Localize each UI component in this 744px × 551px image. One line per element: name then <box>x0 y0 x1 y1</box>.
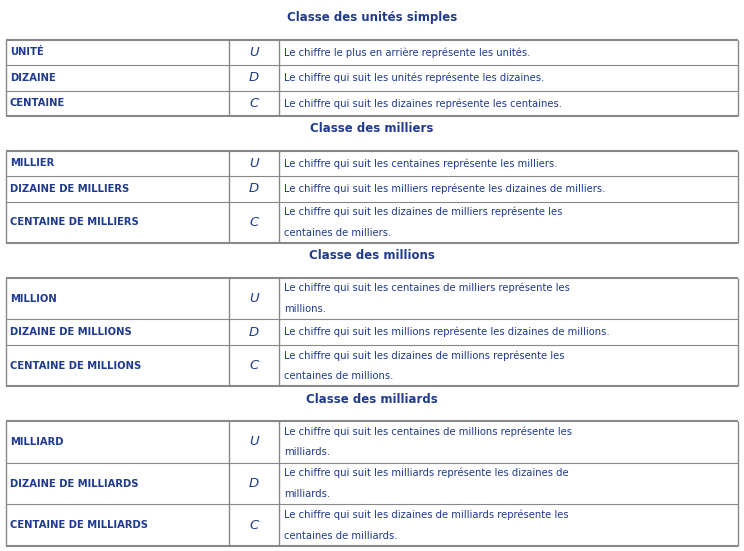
Text: Classe des unités simples: Classe des unités simples <box>287 11 457 24</box>
Text: D: D <box>249 326 259 339</box>
Text: C: C <box>249 216 259 229</box>
Text: CENTAINE DE MILLIARDS: CENTAINE DE MILLIARDS <box>10 520 148 530</box>
Text: milliards.: milliards. <box>284 489 330 499</box>
Text: Le chiffre qui suit les dizaines de milliards représente les: Le chiffre qui suit les dizaines de mill… <box>284 510 568 520</box>
Text: C: C <box>249 359 259 372</box>
Text: D: D <box>249 477 259 490</box>
Text: Classe des milliards: Classe des milliards <box>306 393 438 406</box>
Text: DIZAINE DE MILLIONS: DIZAINE DE MILLIONS <box>10 327 132 337</box>
Text: centaines de milliers.: centaines de milliers. <box>284 228 391 237</box>
Text: Le chiffre le plus en arrière représente les unités.: Le chiffre le plus en arrière représente… <box>284 47 530 58</box>
Text: CENTAINE DE MILLIERS: CENTAINE DE MILLIERS <box>10 217 138 228</box>
Text: Le chiffre qui suit les centaines représente les milliers.: Le chiffre qui suit les centaines représ… <box>284 158 557 169</box>
Text: MILLIARD: MILLIARD <box>10 437 63 447</box>
Text: centaines de millions.: centaines de millions. <box>284 371 394 381</box>
Text: UNITÉ: UNITÉ <box>10 47 44 57</box>
Text: Le chiffre qui suit les dizaines de millions représente les: Le chiffre qui suit les dizaines de mill… <box>284 350 565 360</box>
Text: U: U <box>249 157 259 170</box>
Text: Le chiffre qui suit les centaines de millions représente les: Le chiffre qui suit les centaines de mil… <box>284 426 572 437</box>
Text: DIZAINE DE MILLIARDS: DIZAINE DE MILLIARDS <box>10 479 138 489</box>
Text: centaines de milliards.: centaines de milliards. <box>284 531 397 541</box>
Text: Le chiffre qui suit les dizaines représente les centaines.: Le chiffre qui suit les dizaines représe… <box>284 98 562 109</box>
Text: Le chiffre qui suit les unités représente les dizaines.: Le chiffre qui suit les unités représent… <box>284 73 545 83</box>
Text: MILLIER: MILLIER <box>10 158 54 169</box>
Text: CENTAINE: CENTAINE <box>10 98 65 108</box>
Text: U: U <box>249 435 259 449</box>
Text: Classe des millions: Classe des millions <box>309 250 435 262</box>
Text: DIZAINE DE MILLIERS: DIZAINE DE MILLIERS <box>10 184 129 194</box>
Text: Le chiffre qui suit les milliers représente les dizaines de milliers.: Le chiffre qui suit les milliers représe… <box>284 183 606 194</box>
Text: Le chiffre qui suit les centaines de milliers représente les: Le chiffre qui suit les centaines de mil… <box>284 283 570 294</box>
Text: MILLION: MILLION <box>10 294 57 304</box>
Text: D: D <box>249 182 259 195</box>
Text: C: C <box>249 97 259 110</box>
Text: U: U <box>249 46 259 59</box>
Text: C: C <box>249 518 259 532</box>
Text: CENTAINE DE MILLIONS: CENTAINE DE MILLIONS <box>10 361 141 371</box>
Text: Le chiffre qui suit les milliards représente les dizaines de: Le chiffre qui suit les milliards représ… <box>284 468 568 478</box>
Text: Le chiffre qui suit les dizaines de milliers représente les: Le chiffre qui suit les dizaines de mill… <box>284 207 562 217</box>
Text: U: U <box>249 292 259 305</box>
Text: DIZAINE: DIZAINE <box>10 73 56 83</box>
Text: millions.: millions. <box>284 304 326 314</box>
Text: Classe des milliers: Classe des milliers <box>310 122 434 135</box>
Text: D: D <box>249 71 259 84</box>
Text: milliards.: milliards. <box>284 447 330 457</box>
Text: Le chiffre qui suit les millions représente les dizaines de millions.: Le chiffre qui suit les millions représe… <box>284 327 609 337</box>
